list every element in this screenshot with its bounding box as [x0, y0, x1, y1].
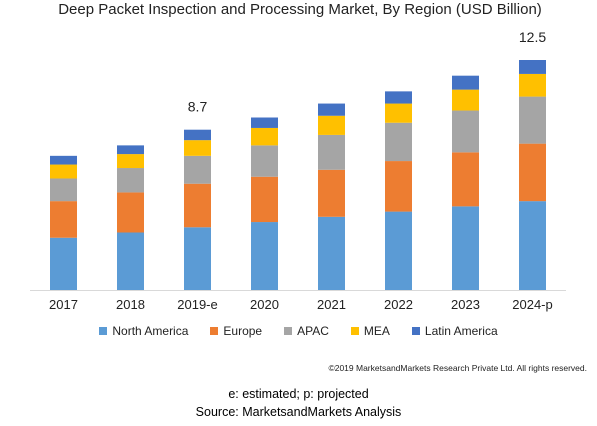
- legend-swatch: [210, 327, 219, 335]
- bar-segment: [318, 134, 345, 170]
- bar-segment: [251, 117, 278, 128]
- x-tick-label: 2018: [116, 297, 145, 312]
- legend-label: North America: [112, 324, 189, 338]
- bar-segment: [251, 145, 278, 177]
- legend-swatch: [99, 327, 108, 335]
- x-tick-label: 2023: [451, 297, 480, 312]
- chart-title: Deep Packet Inspection and Processing Ma…: [58, 1, 542, 18]
- bar-segment: [385, 91, 412, 104]
- bar-segment: [117, 232, 144, 290]
- x-tick-label: 2022: [384, 297, 413, 312]
- bar-segment: [318, 103, 345, 116]
- bar-segment: [519, 73, 546, 97]
- legend-item-north-america: North America: [99, 324, 188, 338]
- x-tick-label: 2019-e: [177, 297, 217, 312]
- bar-segment: [117, 145, 144, 155]
- bar-segment: [385, 211, 412, 290]
- bar-segment: [452, 89, 479, 111]
- bar-segment: [184, 155, 211, 184]
- bar-segment: [452, 206, 479, 290]
- legend-item-europe: Europe: [210, 324, 262, 338]
- bar-segment: [117, 168, 144, 193]
- bar-segment: [519, 96, 546, 144]
- source-note: Source: MarketsandMarkets Analysis: [195, 405, 402, 419]
- bar-segment: [318, 169, 345, 217]
- legend-item-latin-america: Latin America: [411, 324, 498, 338]
- x-tick-label: 2021: [317, 297, 346, 312]
- bar-segment: [519, 60, 546, 74]
- bar-segment: [251, 127, 278, 146]
- x-tick-label: 2017: [49, 297, 78, 312]
- bar-segment: [318, 115, 345, 135]
- legend-label: Europe: [223, 324, 263, 338]
- legend-label: Latin America: [424, 324, 498, 338]
- bar-segment: [452, 152, 479, 207]
- legend-label: APAC: [297, 324, 329, 338]
- bar-segment: [184, 183, 211, 228]
- bar-segment: [385, 161, 412, 212]
- bar-segment: [50, 155, 77, 165]
- legend-item-apac: APAC: [284, 324, 329, 338]
- legend: North America Europe APAC MEA Latin Amer…: [0, 324, 597, 338]
- data-label: 8.7: [188, 99, 208, 115]
- bar-segment: [117, 192, 144, 233]
- bar-segment: [452, 110, 479, 153]
- bar-segment: [184, 129, 211, 141]
- bar-segment: [452, 75, 479, 90]
- bar-segment: [385, 122, 412, 162]
- x-tick-label: 2020: [250, 297, 279, 312]
- bar-segment: [50, 164, 77, 179]
- bar-segment: [251, 222, 278, 290]
- legend-swatch: [411, 327, 420, 335]
- bar-segment: [519, 201, 546, 290]
- bar-segment: [385, 103, 412, 123]
- bar-segment: [50, 201, 77, 238]
- bar-segment: [184, 227, 211, 290]
- bar-segment: [50, 237, 77, 290]
- legend-swatch: [350, 327, 359, 335]
- bar-segment: [184, 140, 211, 156]
- legend-label: MEA: [363, 324, 390, 338]
- bar-segment: [318, 216, 345, 290]
- bar-segment: [117, 154, 144, 169]
- footnote: e: estimated; p: projected: [228, 387, 369, 401]
- legend-swatch: [284, 327, 293, 335]
- legend-item-mea: MEA: [350, 324, 390, 338]
- bar-segment: [50, 178, 77, 202]
- bar-segment: [251, 176, 278, 223]
- bar-segment: [519, 143, 546, 202]
- copyright-notice: ©2019 MarketsandMarkets Research Private…: [328, 363, 587, 373]
- x-tick-label: 2024-p: [512, 297, 552, 312]
- data-label: 12.5: [519, 29, 546, 45]
